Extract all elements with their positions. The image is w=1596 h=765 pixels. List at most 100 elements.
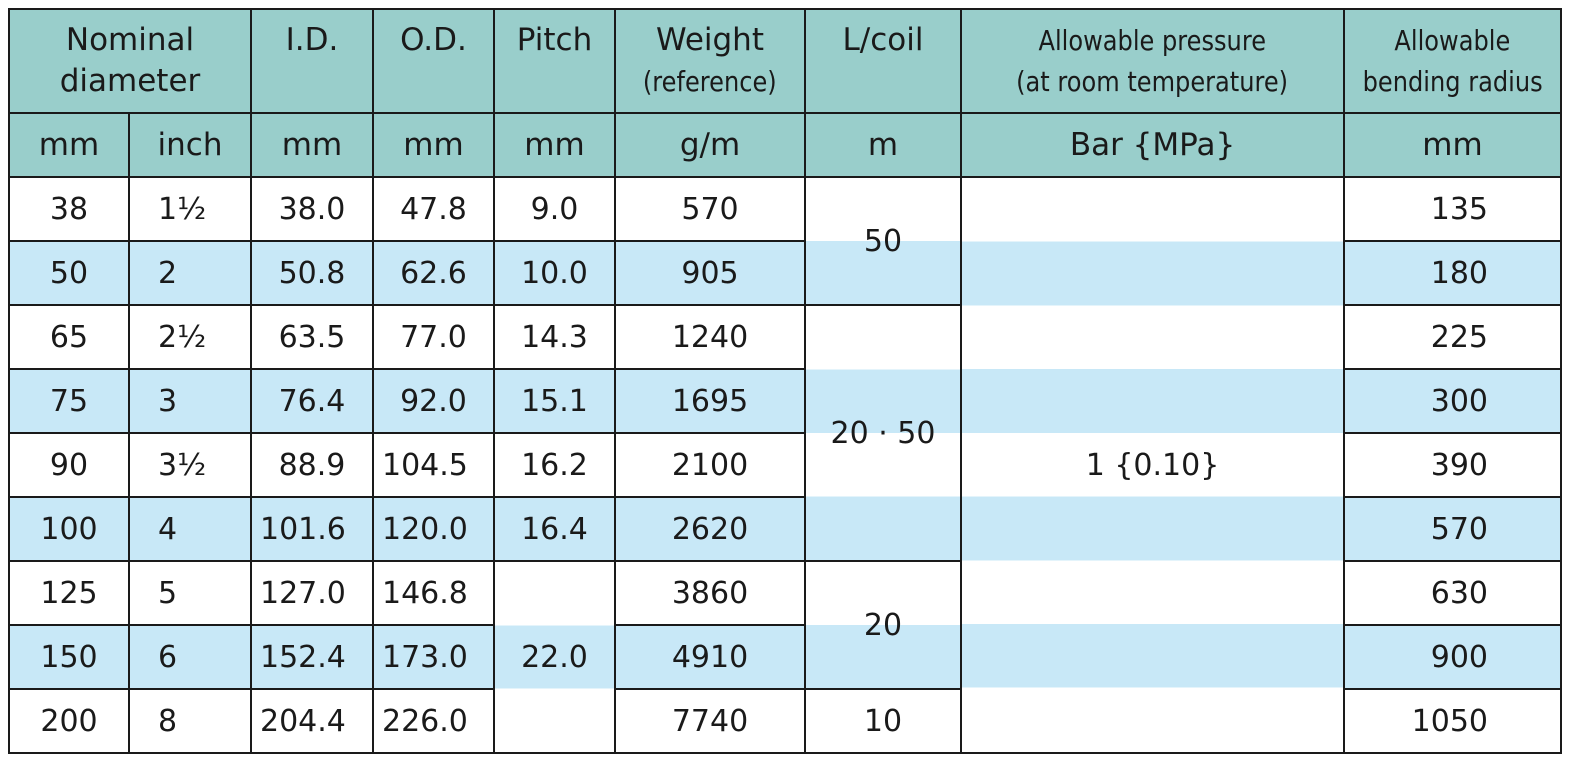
header-radius-line2: bending radius bbox=[1362, 65, 1543, 98]
cell-od: 77.0 bbox=[372, 304, 495, 370]
table-row: 125 5 127.0 146.8 22.0 3860 20 630 bbox=[8, 560, 1562, 754]
header-lcoil: L/coil bbox=[804, 8, 962, 114]
cell-inch: 2½ bbox=[128, 304, 252, 370]
cell-inch: 4 bbox=[128, 496, 252, 562]
table-body: 38 1½ 38.0 47.8 9.0 570 50 1 {0.10} 135 … bbox=[8, 176, 1562, 754]
table-row: 75 3 76.4 92.0 15.1 1695 300 bbox=[8, 368, 1562, 434]
header-pitch: Pitch bbox=[493, 8, 616, 114]
table-row: 200 8 204.4 226.0 7740 10 1050 bbox=[8, 688, 1562, 754]
cell-pitch: 15.1 bbox=[493, 368, 616, 434]
header-pressure: Allowable pressure (at room temperature) bbox=[960, 8, 1345, 114]
cell-inch: 1½ bbox=[128, 176, 252, 242]
cell-id: 38.0 bbox=[250, 176, 374, 242]
cell-lcoil-merged: 20 · 50 bbox=[804, 304, 962, 562]
table-row: 100 4 101.6 120.0 16.4 2620 570 bbox=[8, 496, 1562, 562]
cell-weight: 1695 bbox=[614, 368, 806, 434]
header-row-titles: Nominal diameter I.D. O.D. Pitch Weight … bbox=[8, 8, 1562, 114]
cell-pressure-merged: 1 {0.10} bbox=[960, 176, 1345, 754]
cell-mm: 90 bbox=[8, 432, 130, 498]
cell-weight: 905 bbox=[614, 240, 806, 306]
cell-mm: 65 bbox=[8, 304, 130, 370]
unit-id: mm bbox=[250, 112, 374, 178]
cell-inch: 3½ bbox=[128, 432, 252, 498]
cell-pitch: 9.0 bbox=[493, 176, 616, 242]
cell-radius: 300 bbox=[1343, 368, 1562, 434]
cell-pitch: 16.2 bbox=[493, 432, 616, 498]
table-row: 50 2 50.8 62.6 10.0 905 180 bbox=[8, 240, 1562, 306]
cell-od: 92.0 bbox=[372, 368, 495, 434]
cell-mm: 38 bbox=[8, 176, 130, 242]
cell-lcoil-merged: 50 bbox=[804, 176, 962, 306]
cell-inch: 3 bbox=[128, 368, 252, 434]
cell-id: 204.4 bbox=[250, 688, 374, 754]
header-nominal-line1: Nominal bbox=[65, 22, 195, 58]
cell-id: 127.0 bbox=[250, 560, 374, 626]
header-nominal-diameter: Nominal diameter bbox=[8, 8, 252, 114]
unit-pressure: Bar {MPa} bbox=[960, 112, 1345, 178]
cell-inch: 5 bbox=[128, 560, 252, 626]
unit-od: mm bbox=[372, 112, 495, 178]
cell-mm: 200 bbox=[8, 688, 130, 754]
cell-pitch: 16.4 bbox=[493, 496, 616, 562]
cell-radius: 390 bbox=[1343, 432, 1562, 498]
header-pressure-line1: Allowable pressure bbox=[1038, 24, 1267, 57]
header-pressure-line2: (at room temperature) bbox=[1016, 65, 1289, 98]
cell-od: 226.0 bbox=[372, 688, 495, 754]
header-id: I.D. bbox=[250, 8, 374, 114]
cell-radius: 1050 bbox=[1343, 688, 1562, 754]
header-bending-radius: Allowable bending radius bbox=[1343, 8, 1562, 114]
table-row: 150 6 152.4 173.0 4910 900 bbox=[8, 624, 1562, 690]
header-nominal-line2: diameter bbox=[59, 63, 201, 99]
header-od-label: O.D. bbox=[400, 22, 467, 58]
cell-od: 146.8 bbox=[372, 560, 495, 626]
unit-nominal-mm: mm bbox=[8, 112, 130, 178]
hose-spec-table: Nominal diameter I.D. O.D. Pitch Weight … bbox=[8, 8, 1562, 754]
cell-weight: 1240 bbox=[614, 304, 806, 370]
cell-id: 101.6 bbox=[250, 496, 374, 562]
cell-od: 120.0 bbox=[372, 496, 495, 562]
header-weight: Weight (reference) bbox=[614, 8, 806, 114]
table-header: Nominal diameter I.D. O.D. Pitch Weight … bbox=[8, 8, 1562, 178]
header-weight-line2: (reference) bbox=[643, 65, 777, 98]
cell-id: 63.5 bbox=[250, 304, 374, 370]
cell-od: 173.0 bbox=[372, 624, 495, 690]
cell-inch: 2 bbox=[128, 240, 252, 306]
cell-weight: 4910 bbox=[614, 624, 806, 690]
cell-od: 47.8 bbox=[372, 176, 495, 242]
cell-lcoil: 10 bbox=[804, 688, 962, 754]
cell-radius: 225 bbox=[1343, 304, 1562, 370]
cell-id: 50.8 bbox=[250, 240, 374, 306]
cell-id: 152.4 bbox=[250, 624, 374, 690]
cell-inch: 6 bbox=[128, 624, 252, 690]
header-radius-line1: Allowable bbox=[1394, 24, 1511, 57]
header-lcoil-label: L/coil bbox=[842, 22, 924, 58]
cell-radius: 900 bbox=[1343, 624, 1562, 690]
table-row: 65 2½ 63.5 77.0 14.3 1240 20 · 50 225 bbox=[8, 304, 1562, 562]
cell-od: 104.5 bbox=[372, 432, 495, 498]
cell-mm: 100 bbox=[8, 496, 130, 562]
unit-nominal-inch: inch bbox=[128, 112, 252, 178]
cell-id: 76.4 bbox=[250, 368, 374, 434]
header-weight-line1: Weight bbox=[655, 22, 764, 58]
cell-mm: 50 bbox=[8, 240, 130, 306]
unit-radius: mm bbox=[1343, 112, 1562, 178]
cell-weight: 3860 bbox=[614, 560, 806, 626]
header-od: O.D. bbox=[372, 8, 495, 114]
header-id-label: I.D. bbox=[285, 22, 339, 58]
cell-radius: 135 bbox=[1343, 176, 1562, 242]
cell-pitch: 10.0 bbox=[493, 240, 616, 306]
cell-weight: 570 bbox=[614, 176, 806, 242]
cell-radius: 570 bbox=[1343, 496, 1562, 562]
spec-table-page: Nominal diameter I.D. O.D. Pitch Weight … bbox=[8, 8, 1588, 758]
cell-inch: 8 bbox=[128, 688, 252, 754]
cell-mm: 150 bbox=[8, 624, 130, 690]
table-row: 90 3½ 88.9 104.5 16.2 2100 390 bbox=[8, 432, 1562, 498]
cell-pitch: 14.3 bbox=[493, 304, 616, 370]
cell-od: 62.6 bbox=[372, 240, 495, 306]
cell-mm: 125 bbox=[8, 560, 130, 626]
cell-radius: 180 bbox=[1343, 240, 1562, 306]
cell-lcoil-merged: 20 bbox=[804, 560, 962, 690]
cell-weight: 7740 bbox=[614, 688, 806, 754]
header-row-units: mm inch mm mm mm g/m m Bar {MPa} mm bbox=[8, 112, 1562, 178]
cell-weight: 2100 bbox=[614, 432, 806, 498]
